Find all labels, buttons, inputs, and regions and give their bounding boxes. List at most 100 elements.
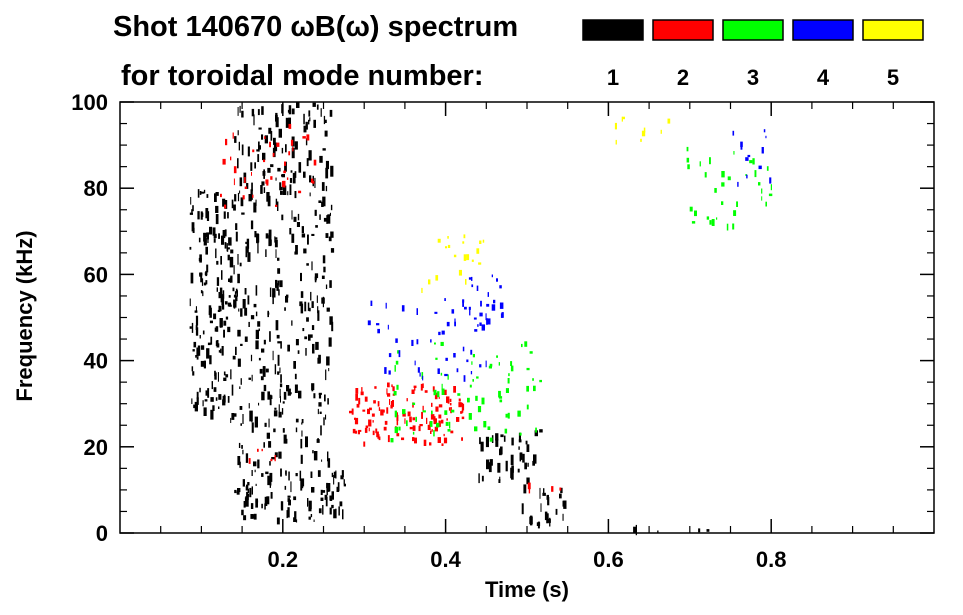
spectral-mark [331,491,334,500]
spectral-mark [295,339,299,346]
spectral-mark [714,188,717,193]
spectral-mark [278,128,282,138]
spectral-mark [202,291,204,297]
spectral-mark [191,222,195,232]
spectral-mark [507,412,510,419]
spectral-mark [250,503,254,509]
spectral-mark [393,391,397,396]
spectral-mark [267,167,271,173]
spectral-mark [342,509,344,520]
spectral-mark [219,318,223,328]
spectral-mark [367,320,371,326]
spectral-mark [488,365,492,369]
spectral-mark [426,417,428,424]
spectral-mark [230,369,232,380]
spectral-mark [215,214,219,225]
spectral-mark [233,178,235,186]
spectral-mark [231,413,235,420]
spectral-mark [220,256,222,265]
spectral-mark [203,238,207,246]
spectral-mark [244,336,248,342]
spectral-mark [543,488,545,494]
spectral-mark [770,184,772,191]
spectral-mark [227,254,230,261]
spectral-mark [437,391,440,398]
spectral-mark [224,301,228,305]
spectral-mark [230,249,234,254]
mode-2-region-1 [349,382,465,447]
spectral-mark [529,351,533,354]
spectral-mark [208,310,211,315]
y-axis-title: Frequency (kHz) [12,230,37,401]
spectral-mark [489,363,493,367]
spectral-mark [499,285,502,289]
spectral-mark [196,397,199,405]
spectral-mark [615,139,617,145]
spectral-mark [203,282,207,286]
spectral-mark [435,406,439,412]
spectral-mark [371,413,375,417]
spectral-mark [387,435,390,443]
spectral-mark [398,350,401,358]
spectral-mark [284,307,286,311]
spectral-mark [227,247,230,250]
spectral-mark [306,134,310,141]
spectral-mark [745,174,747,176]
spectral-mark [434,311,438,314]
spectral-mark [373,400,376,404]
spectral-mark [285,117,289,128]
mode-1-region-6 [633,524,710,536]
spectral-mark [412,417,416,421]
spectral-mark [511,468,514,480]
spectral-mark [287,344,290,352]
spectral-mark [192,205,194,212]
spectral-mark [322,296,324,308]
spectral-mark [390,438,394,443]
spectral-mark [360,391,364,396]
chart-title-line1: Shot 140670 ωB(ω) spectrum [113,11,518,43]
spectral-mark [306,317,309,322]
spectral-mark [278,404,280,415]
spectral-mark [462,301,464,307]
spectral-mark [264,503,266,510]
spectral-mark [200,211,203,220]
spectral-mark [331,321,334,332]
spectral-mark [694,210,697,217]
spectral-mark [471,276,473,281]
spectral-mark [244,307,248,316]
spectral-mark [498,390,501,398]
spectral-mark [300,272,302,282]
spectral-mark [242,449,244,455]
spectral-mark [205,270,208,277]
spectral-mark [225,374,229,378]
spectral-mark [471,361,473,365]
spectral-mark [358,397,361,405]
spectral-mark [241,445,243,449]
spectral-mark [686,157,690,163]
spectral-mark [251,108,255,117]
spectral-mark [528,488,531,494]
spectral-mark [491,274,493,278]
spectral-mark [560,487,563,494]
spectral-mark [293,496,297,501]
spectral-mark [247,146,250,157]
spectral-mark [483,421,487,428]
spectral-mark [250,162,253,171]
spectral-mark [209,320,213,324]
spectral-mark [277,167,281,172]
spectral-mark [195,315,199,326]
spectral-mark [265,233,269,239]
spectral-mark [327,458,331,468]
spectral-mark [229,277,231,283]
spectral-mark [325,160,329,170]
spectral-mark [386,407,389,414]
spectral-mark [280,501,283,510]
spectral-mark [233,265,235,275]
spectral-mark [223,371,226,376]
spectral-mark [737,181,739,187]
spectral-mark [355,388,359,394]
spectral-mark [422,383,424,389]
spectral-mark [445,246,448,249]
spectral-mark [255,311,258,317]
spectral-mark [503,435,506,442]
